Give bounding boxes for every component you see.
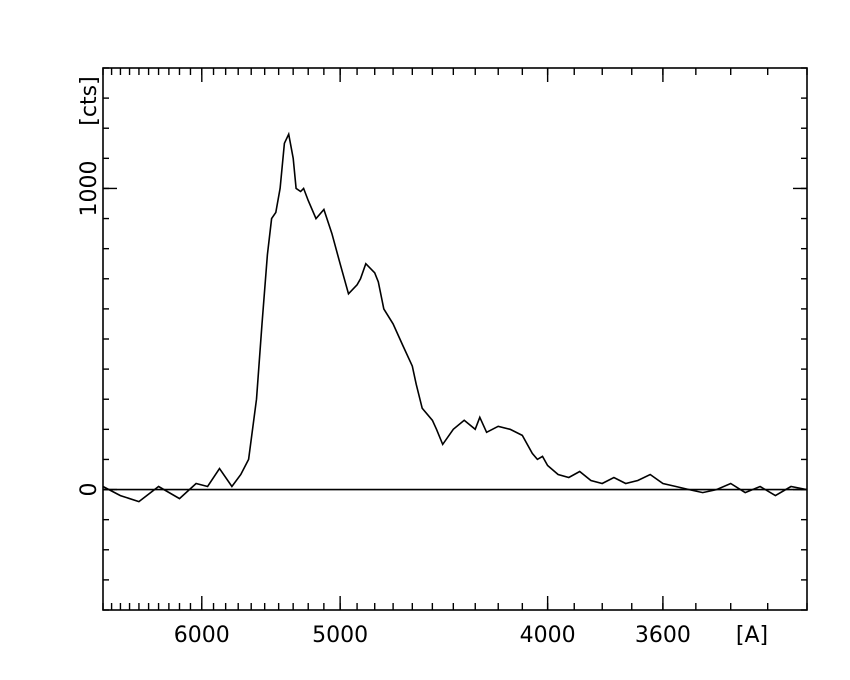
y-axis-label: [cts] bbox=[77, 76, 102, 125]
tick-marks bbox=[102, 67, 808, 611]
x-tick-label: 6000 bbox=[174, 623, 230, 648]
x-axis-label: [A] bbox=[736, 623, 768, 648]
series-line-spectrum bbox=[102, 131, 808, 503]
y-tick-label: 0 bbox=[77, 483, 102, 497]
tick-labels: 6000 5000 4000 3600 0 1000 bbox=[77, 160, 691, 648]
y-tick-label: 1000 bbox=[77, 160, 102, 216]
x-tick-label: 5000 bbox=[312, 623, 368, 648]
plot-frame bbox=[102, 67, 808, 611]
x-tick-label: 3600 bbox=[635, 623, 691, 648]
x-tick-label: 4000 bbox=[520, 623, 576, 648]
